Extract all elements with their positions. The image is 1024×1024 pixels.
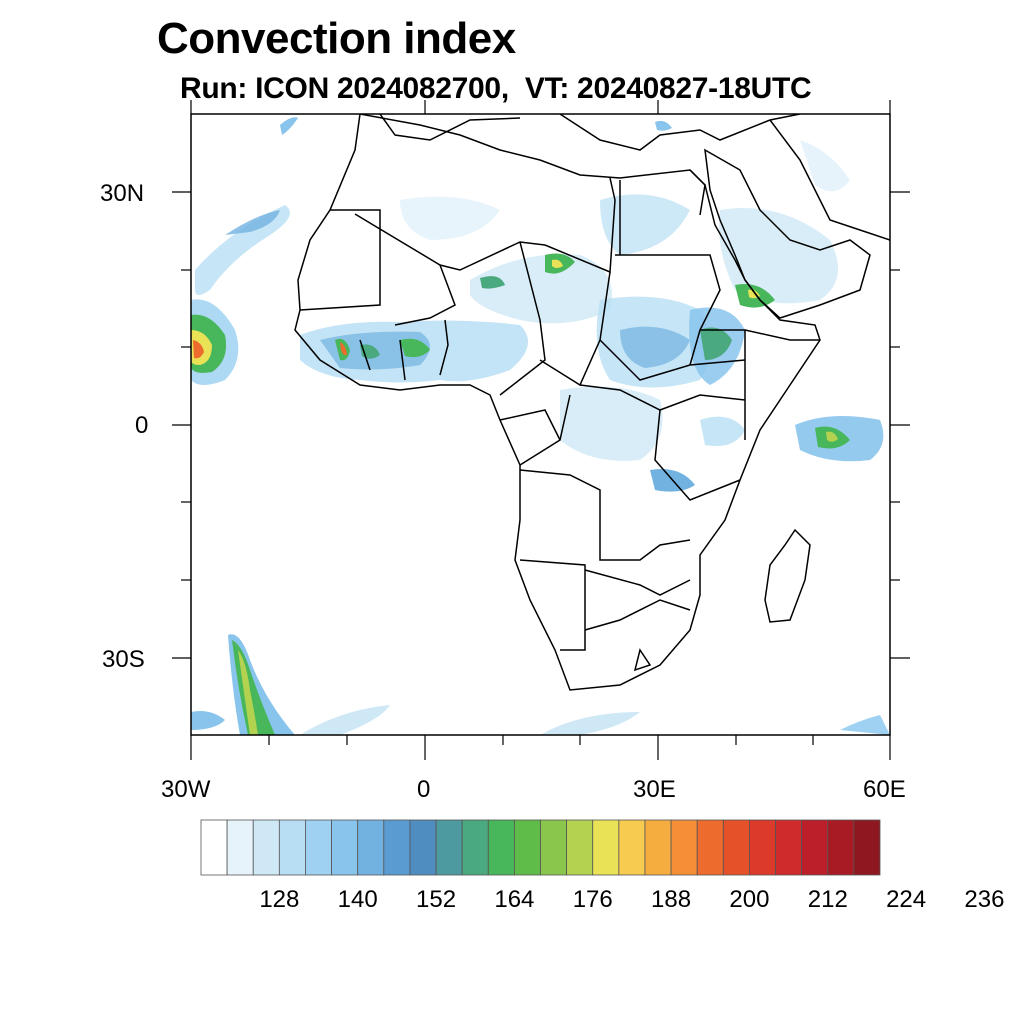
colorbar xyxy=(200,819,881,876)
colorbar-box xyxy=(357,819,385,876)
lon-label-60e: 60E xyxy=(863,776,906,803)
colorbar-box xyxy=(853,819,881,876)
colorbar-box xyxy=(409,819,437,876)
colorbar-box xyxy=(278,819,306,876)
colorbar-box xyxy=(644,819,672,876)
colorbar-box xyxy=(540,819,568,876)
map-subtitle: Run: ICON 2024082700, VT: 20240827-18UTC xyxy=(180,72,812,105)
colorbar-box xyxy=(200,819,228,876)
colorbar-box xyxy=(435,819,463,876)
colorbar-box xyxy=(487,819,515,876)
colorbar-box xyxy=(749,819,776,876)
colorbar-box xyxy=(618,819,646,876)
colorbar-label: 164 xyxy=(494,886,535,913)
colorbar-box xyxy=(670,819,698,876)
colorbar-box xyxy=(513,819,541,876)
colorbar-label: 212 xyxy=(807,886,848,913)
colorbar-box xyxy=(331,819,359,876)
colorbar-label: 200 xyxy=(729,886,770,913)
colorbar-box xyxy=(566,819,594,876)
lon-label-30e: 30E xyxy=(633,776,676,803)
colorbar-label: 152 xyxy=(416,886,457,913)
colorbar-label: 236 xyxy=(964,886,1005,913)
lon-label-30w: 30W xyxy=(161,776,211,803)
country-borders xyxy=(294,114,890,691)
colorbar-label: 140 xyxy=(337,886,378,913)
plot-frame xyxy=(190,113,891,736)
lat-label-0: 0 xyxy=(135,412,149,439)
lat-label-30s: 30S xyxy=(102,646,145,673)
map-title: Convection index xyxy=(157,14,516,63)
colorbar-label: 188 xyxy=(651,886,692,913)
convection-field xyxy=(191,117,890,735)
tick-marks xyxy=(172,100,910,760)
lat-label-30n: 30N xyxy=(100,180,145,207)
colorbar-box xyxy=(461,819,489,876)
colorbar-label: 176 xyxy=(572,886,613,913)
colorbar-box xyxy=(226,819,254,876)
colorbar-box xyxy=(801,819,829,876)
colorbar-label: 224 xyxy=(886,886,927,913)
colorbar-box xyxy=(722,819,750,876)
colorbar-box xyxy=(252,819,280,876)
colorbar-box xyxy=(827,819,855,876)
colorbar-label: 128 xyxy=(259,886,300,913)
colorbar-box xyxy=(383,819,411,876)
lon-label-0: 0 xyxy=(417,776,431,803)
colorbar-box xyxy=(775,819,803,876)
colorbar-box xyxy=(305,819,332,876)
colorbar-box xyxy=(592,819,620,876)
colorbar-box xyxy=(696,819,724,876)
